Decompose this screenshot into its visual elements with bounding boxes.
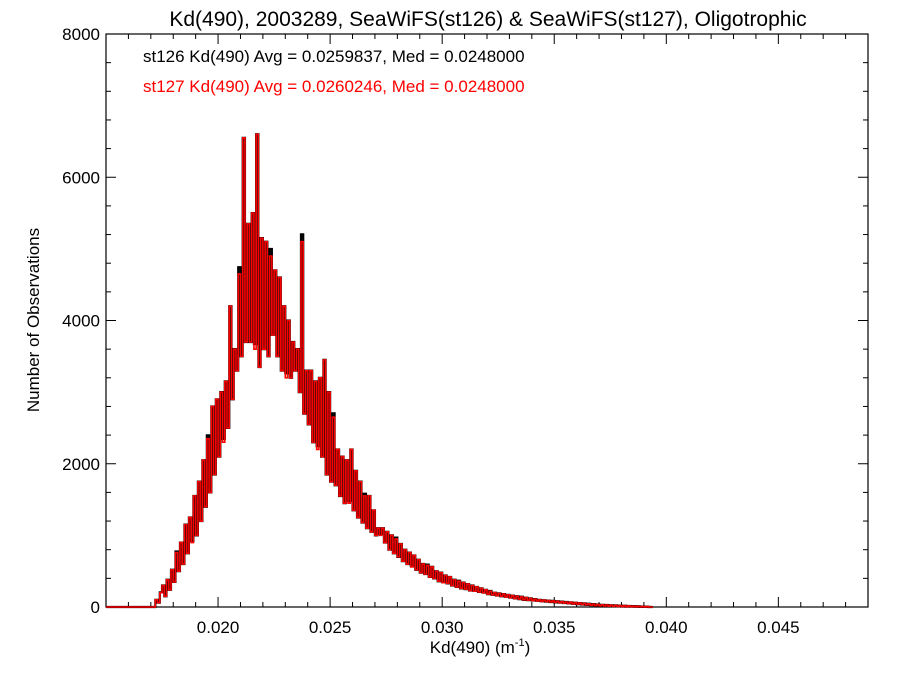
chart-title: Kd(490), 2003289, SeaWiFS(st126) & SeaWi…: [169, 8, 806, 31]
y-tick-label: 6000: [62, 168, 100, 187]
x-tick-label: 0.040: [645, 618, 688, 637]
x-tick-label: 0.030: [421, 618, 464, 637]
x-tick-label: 0.025: [309, 618, 352, 637]
y-tick-label: 2000: [62, 455, 100, 474]
y-tick-label: 0: [91, 598, 100, 617]
series-st127-line: [106, 133, 653, 608]
x-axis-label-close: ): [525, 638, 531, 657]
plot-area: 0.020 0.025 0.030 0.035 0.040 0.045 0 2000 4000 6…: [62, 25, 869, 637]
x-axis-label-main: Kd(490) (m: [430, 638, 515, 657]
annotation-st126: st126 Kd(490) Avg = 0.0259837, Med = 0.0…: [143, 47, 525, 66]
x-tick-label: 0.045: [757, 618, 800, 637]
y-tick-label: 8000: [62, 25, 100, 44]
x-axis-label-sup: -1: [515, 637, 525, 649]
x-axis-label: Kd(490) (m-1): [430, 637, 530, 657]
annotation-st127: st127 Kd(490) Avg = 0.0260246, Med = 0.0…: [143, 77, 525, 96]
plot-frame: [105, 33, 869, 608]
x-tick-label: 0.035: [533, 618, 576, 637]
x-tick-label: 0.020: [197, 618, 240, 637]
y-axis-label: Number of Observations: [24, 228, 43, 412]
y-tick-label: 4000: [62, 312, 100, 331]
